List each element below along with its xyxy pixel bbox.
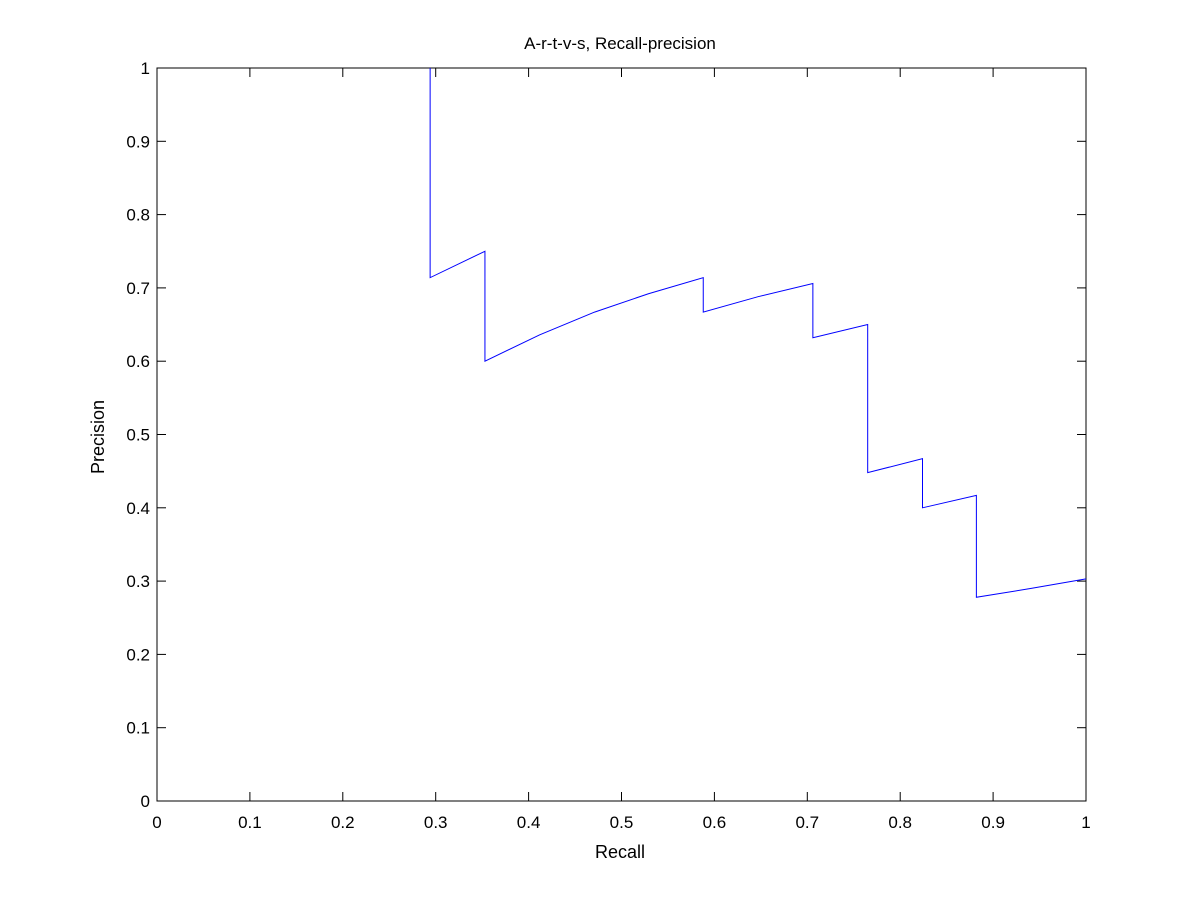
- x-tick-label: 1: [1081, 813, 1090, 832]
- y-tick-label: 0.5: [126, 426, 150, 445]
- series-layer: [429, 68, 1087, 598]
- axis-ticks: 0 0.1 0.2 0.3 0.4 0.5 0.6 0.7 0.8 0.9 1 0 0.1 0.2 0.3 0…: [126, 59, 1090, 832]
- precision-recall-line: [429, 68, 1087, 598]
- y-tick-label: 0: [141, 792, 150, 811]
- y-tick-label: 1: [141, 59, 150, 78]
- y-tick-label: 0.6: [126, 352, 150, 371]
- x-tick-label: 0.2: [331, 813, 355, 832]
- x-tick-label: 0: [152, 813, 161, 832]
- chart-title: A-r-t-v-s, Recall-precision: [524, 34, 716, 53]
- x-axis-label: Recall: [595, 842, 645, 862]
- x-tick-label: 0.5: [610, 813, 634, 832]
- y-tick-label: 0.7: [126, 279, 150, 298]
- x-tick-label: 0.3: [424, 813, 448, 832]
- x-tick-label: 0.7: [795, 813, 819, 832]
- y-axis-label: Precision: [88, 400, 108, 474]
- y-tick-label: 0.9: [126, 132, 150, 151]
- x-tick-label: 0.8: [888, 813, 912, 832]
- y-tick-label: 0.4: [126, 499, 150, 518]
- x-tick-label: 0.1: [238, 813, 262, 832]
- y-tick-label: 0.2: [126, 645, 150, 664]
- y-tick-label: 0.1: [126, 719, 150, 738]
- y-tick-label: 0.8: [126, 206, 150, 225]
- x-tick-label: 0.9: [981, 813, 1005, 832]
- y-tick-label: 0.3: [126, 572, 150, 591]
- x-tick-label: 0.6: [703, 813, 727, 832]
- plot-area: [156, 67, 1087, 802]
- x-tick-label: 0.4: [517, 813, 541, 832]
